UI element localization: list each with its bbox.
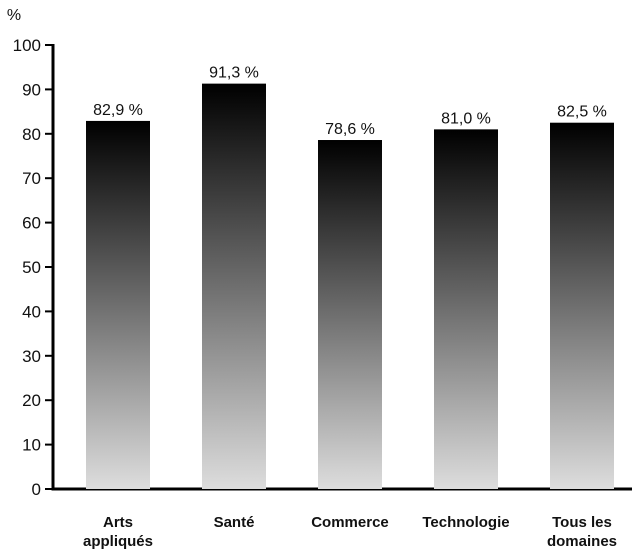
data-label: 82,9 % xyxy=(93,102,143,119)
y-tick-label: 20 xyxy=(22,391,41,410)
y-tick-label: 90 xyxy=(22,80,41,99)
data-label: 91,3 % xyxy=(209,65,259,82)
y-tick-label: 0 xyxy=(32,480,41,499)
category-label: Commerce xyxy=(311,514,389,531)
category-label: Santé xyxy=(214,514,255,531)
y-tick-label: 30 xyxy=(22,347,41,366)
bar xyxy=(550,122,614,489)
y-tick-label: 10 xyxy=(22,436,41,455)
bar xyxy=(434,129,498,490)
data-label: 82,5 % xyxy=(557,104,607,121)
y-tick-label: 50 xyxy=(22,258,41,277)
bar xyxy=(202,83,266,490)
category-label: Technologie xyxy=(422,514,509,531)
data-label: 81,0 % xyxy=(441,110,491,127)
category-label: appliqués xyxy=(83,533,153,550)
bars xyxy=(86,83,614,490)
y-axis-unit-label: % xyxy=(7,7,21,24)
y-tick-label: 80 xyxy=(22,125,41,144)
bar xyxy=(86,120,150,489)
category-label: Tous les xyxy=(552,514,612,531)
y-tick-label: 60 xyxy=(22,214,41,233)
category-label: Arts xyxy=(103,514,133,531)
labels: 82,9 % Arts appliqués 91,3 % Santé 78,6 % Comm… xyxy=(83,65,617,550)
y-tick-label: 100 xyxy=(13,36,41,55)
y-tick-label: 40 xyxy=(22,302,41,321)
bar xyxy=(318,140,382,490)
category-label: domaines xyxy=(547,533,617,550)
data-label: 78,6 % xyxy=(325,121,375,138)
y-tick-label: 70 xyxy=(22,169,41,188)
